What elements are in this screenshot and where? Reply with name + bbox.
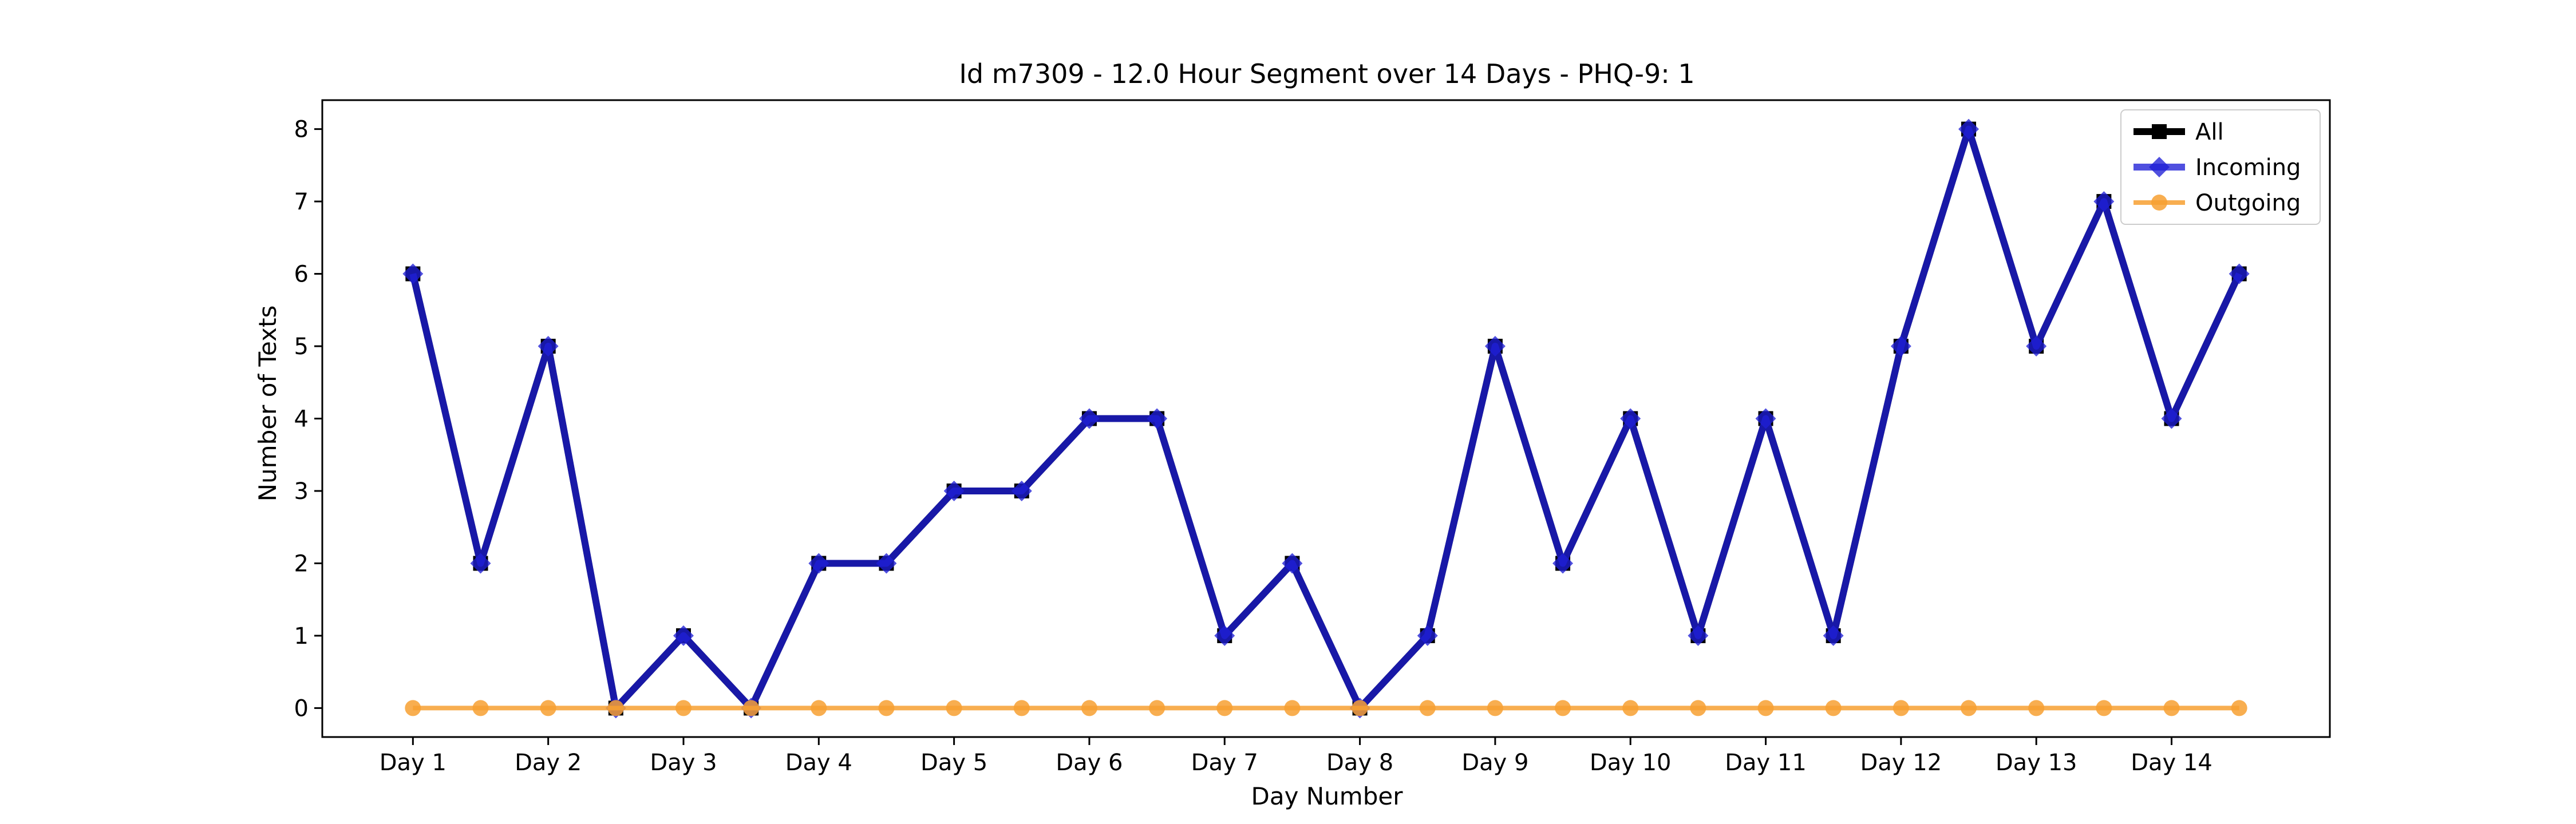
data-point-incoming xyxy=(1958,118,1980,140)
data-point-outgoing xyxy=(1081,700,1097,716)
data-point-incoming xyxy=(1011,480,1032,501)
x-tick-label: Day 13 xyxy=(1996,750,2077,776)
x-tick-label: Day 6 xyxy=(1056,750,1123,776)
data-point-outgoing xyxy=(472,700,489,716)
chart-title: Id m7309 - 12.0 Hour Segment over 14 Day… xyxy=(959,58,1694,89)
data-point-incoming xyxy=(2161,408,2182,429)
data-point-incoming xyxy=(1417,625,1438,646)
legend-label-incoming: Incoming xyxy=(2195,154,2301,181)
series-outgoing xyxy=(405,700,2247,716)
x-tick-label: Day 11 xyxy=(1725,750,1807,776)
series-line-incoming xyxy=(409,125,2243,712)
data-point-incoming xyxy=(808,553,829,574)
y-tick-label: 5 xyxy=(294,334,309,360)
data-point-incoming xyxy=(876,553,897,574)
x-tick-label: Day 14 xyxy=(2131,750,2212,776)
data-point-incoming xyxy=(2229,263,2250,284)
data-point-incoming xyxy=(1890,336,1911,357)
data-point-incoming xyxy=(2093,191,2115,212)
data-point-outgoing xyxy=(2231,700,2247,716)
data-point-incoming xyxy=(1214,625,1235,646)
data-point-outgoing xyxy=(405,700,421,716)
data-point-outgoing xyxy=(1690,700,1706,716)
legend-box xyxy=(2120,109,2321,225)
y-tick-label: 0 xyxy=(294,695,309,722)
data-point-outgoing xyxy=(1622,700,1639,716)
data-point-incoming xyxy=(1552,553,1574,574)
data-point-outgoing xyxy=(2163,700,2180,716)
data-point-outgoing xyxy=(1487,700,1503,716)
y-tick-label: 2 xyxy=(294,550,309,577)
data-point-outgoing xyxy=(1284,700,1301,716)
x-tick-label: Day 3 xyxy=(650,750,717,776)
data-point-incoming xyxy=(2026,336,2047,357)
y-tick-label: 1 xyxy=(294,623,309,649)
data-point-outgoing xyxy=(1419,700,1436,716)
legend-label-all: All xyxy=(2195,119,2224,145)
data-point-outgoing xyxy=(946,700,962,716)
data-point-outgoing xyxy=(1825,700,1842,716)
x-tick-label: Day 4 xyxy=(785,750,852,776)
y-tick-label: 6 xyxy=(294,262,309,288)
legend-marker-outgoing xyxy=(2151,195,2167,211)
x-axis-label: Day Number xyxy=(1251,782,1403,810)
data-point-incoming xyxy=(1823,625,1844,646)
data-point-incoming xyxy=(1147,408,1168,429)
data-point-outgoing xyxy=(1216,700,1233,716)
data-point-incoming xyxy=(1755,408,1776,429)
data-point-incoming xyxy=(673,625,694,646)
y-tick-label: 4 xyxy=(294,406,309,433)
data-point-incoming xyxy=(1620,408,1641,429)
data-point-outgoing xyxy=(1352,700,1368,716)
plot-area: 0 1 2 3 4 5 6 7 8 Day 1 Day 2 Day 3 Day 4 Day 5 Day 6 D… xyxy=(294,99,2331,776)
data-point-incoming xyxy=(402,263,424,284)
data-point-outgoing xyxy=(1555,700,1571,716)
legend-marker-incoming xyxy=(2149,157,2170,177)
data-point-outgoing xyxy=(878,700,895,716)
data-point-outgoing xyxy=(1149,700,1165,716)
legend: All Incoming Outgoing xyxy=(2120,109,2321,225)
y-axis-label: Number of Texts xyxy=(254,306,282,502)
y-tick-label: 3 xyxy=(294,478,309,505)
data-point-incoming xyxy=(1078,408,1100,429)
data-point-outgoing xyxy=(675,700,692,716)
x-tick-label: Day 8 xyxy=(1326,750,1393,776)
data-point-incoming xyxy=(1688,625,1709,646)
y-tick-label: 8 xyxy=(294,117,309,143)
data-point-outgoing xyxy=(811,700,827,716)
data-point-incoming xyxy=(1484,336,1506,357)
data-point-incoming xyxy=(470,553,491,574)
data-point-outgoing xyxy=(607,700,624,716)
data-point-outgoing xyxy=(743,700,760,716)
data-point-incoming xyxy=(538,336,559,357)
x-tick-label: Day 9 xyxy=(1461,750,1528,776)
x-tick-label: Day 7 xyxy=(1191,750,1258,776)
legend-label-outgoing: Outgoing xyxy=(2195,190,2301,216)
x-tick-label: Day 5 xyxy=(920,750,987,776)
data-point-outgoing xyxy=(1961,700,1977,716)
data-point-outgoing xyxy=(540,700,556,716)
y-tick-label: 7 xyxy=(294,189,309,215)
legend-marker-all xyxy=(2152,124,2167,139)
data-point-incoming xyxy=(943,480,965,501)
x-tick-label: Day 2 xyxy=(515,750,582,776)
series-incoming xyxy=(402,118,2250,719)
data-point-incoming xyxy=(1282,553,1303,574)
x-tick-label: Day 1 xyxy=(380,750,447,776)
data-point-outgoing xyxy=(1013,700,1030,716)
x-tick-label: Day 10 xyxy=(1590,750,1672,776)
x-tick-label: Day 12 xyxy=(1860,750,1942,776)
data-point-outgoing xyxy=(1757,700,1774,716)
data-point-outgoing xyxy=(2096,700,2112,716)
data-point-outgoing xyxy=(1893,700,1909,716)
data-point-outgoing xyxy=(2028,700,2045,716)
